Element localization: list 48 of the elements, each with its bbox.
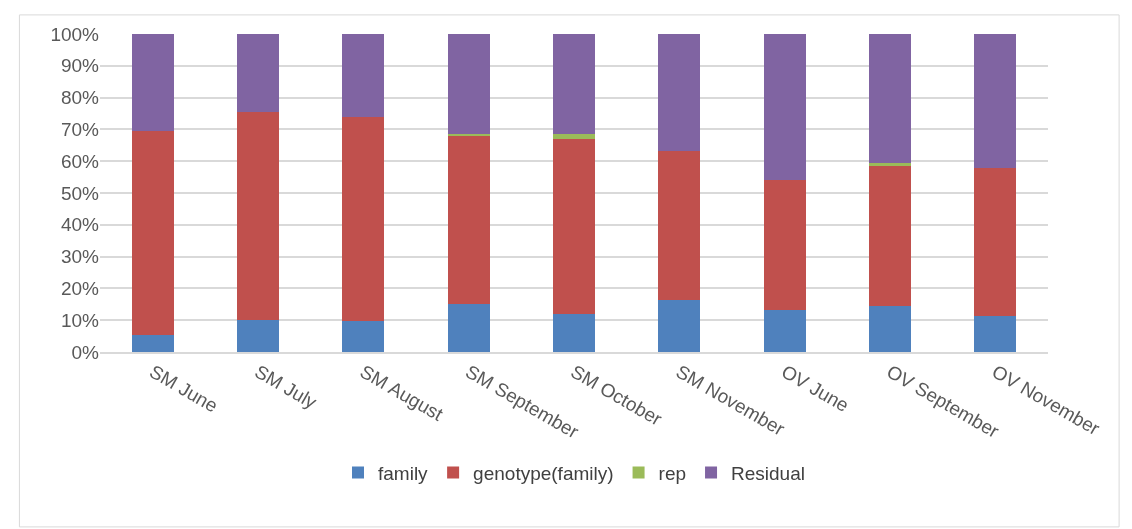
y-tick-label: 40%	[60, 214, 100, 236]
bar	[658, 299, 701, 352]
y-tick-label: 0%	[71, 341, 100, 363]
bar	[236, 319, 280, 352]
bar	[236, 112, 280, 320]
bar	[552, 138, 596, 314]
legend-label: Residual	[731, 463, 805, 485]
x-tick-label: SM June	[145, 360, 222, 417]
legend-label: family	[378, 463, 429, 485]
bar	[868, 165, 912, 306]
bar	[658, 151, 701, 300]
bar	[342, 321, 385, 352]
bar	[552, 34, 596, 135]
bar	[552, 134, 596, 139]
bar	[868, 34, 912, 163]
bar	[131, 130, 174, 335]
legend-label: rep	[658, 463, 687, 485]
bar	[236, 34, 280, 113]
bar	[763, 34, 806, 181]
bar	[974, 34, 1017, 169]
bar	[763, 309, 806, 352]
x-tick-label: SM July	[251, 360, 321, 414]
bar	[447, 135, 490, 304]
bar	[131, 334, 174, 352]
y-tick-label: 100%	[50, 23, 100, 45]
legend-label: genotype(family)	[473, 463, 614, 485]
bar	[447, 34, 490, 134]
y-tick-label: 20%	[60, 278, 100, 300]
bar	[868, 305, 912, 352]
y-tick-label: 30%	[60, 246, 100, 268]
bar	[868, 162, 912, 166]
y-tick-label: 70%	[60, 119, 100, 141]
bar	[658, 34, 701, 152]
y-tick-label: 10%	[60, 309, 100, 331]
bar	[552, 313, 596, 352]
bar	[763, 180, 806, 310]
bar	[974, 168, 1017, 316]
bar	[447, 303, 490, 352]
x-tick-label: OV June	[777, 360, 853, 416]
y-tick-label: 60%	[60, 150, 100, 172]
bar	[974, 315, 1017, 352]
y-tick-label: 80%	[60, 87, 100, 109]
bar	[447, 133, 490, 136]
y-tick-label: 90%	[60, 55, 100, 77]
bar	[342, 34, 385, 118]
bar	[131, 34, 174, 131]
bar	[342, 117, 385, 322]
y-tick-label: 50%	[60, 182, 100, 204]
